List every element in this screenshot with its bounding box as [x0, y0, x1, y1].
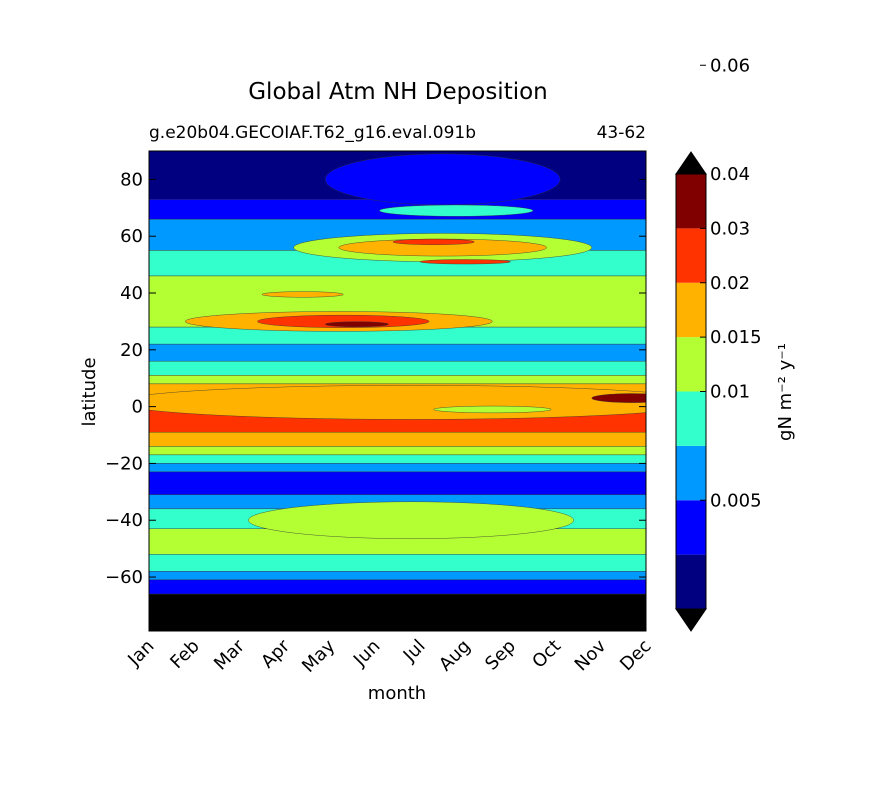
x-tick-label-may: May [298, 635, 339, 676]
contour-band-6 [149, 343, 646, 362]
y-axis: 80 60 40 20 0 −20 −40 −60 [105, 169, 646, 588]
colorbar-label: gN m⁻² y⁻¹ [775, 343, 796, 441]
colorbar-tick-label-4: 0.03 [710, 218, 750, 239]
x-axis: Jan Feb Mar Apr May Jun Jul Aug Sep Oct Nov Dec [123, 624, 656, 677]
colorbar-swatch-6 [676, 228, 706, 283]
y-tick-label-3: 20 [120, 340, 143, 361]
contour-region-5 [419, 259, 511, 265]
y-tick-label-6: −40 [105, 510, 143, 531]
colorbar-tick-label-1: 0.01 [710, 382, 750, 403]
y-tick-label-1: 60 [120, 226, 143, 247]
x-tick-label-oct: Oct [528, 636, 565, 673]
x-tick-label-jul: Jul [399, 636, 430, 667]
plot-area [149, 151, 646, 631]
x-axis-label: month [368, 683, 426, 704]
colorbar-swatch-3 [676, 391, 706, 446]
y-tick-label-5: −20 [105, 453, 143, 474]
colorbar-swatch-4 [676, 337, 706, 392]
x-tick-label-apr: Apr [257, 635, 294, 672]
contour-band-13 [149, 454, 646, 464]
colorbar-swatch-1 [676, 500, 706, 555]
y-tick-label-2: 40 [120, 283, 143, 304]
contour-band-21 [149, 579, 646, 595]
x-tick-label-nov: Nov [571, 635, 611, 675]
contour-band-22 [149, 593, 646, 631]
contour-region-0 [325, 153, 561, 206]
x-tick-label-dec: Dec [616, 636, 655, 675]
contour-region-1 [379, 204, 534, 217]
y-axis-label: latitude [79, 357, 100, 426]
contour-band-12 [149, 446, 646, 456]
contour-region-11 [433, 405, 552, 414]
contour-band-7 [149, 360, 646, 376]
contour-band-20 [149, 571, 646, 581]
chart-subtitle-left: g.e20b04.GECOIAF.T62_g16.eval.091b [149, 123, 476, 143]
contour-region-13 [248, 501, 574, 539]
x-tick-label-mar: Mar [210, 635, 249, 674]
colorbar-extend-top [675, 151, 707, 175]
colorbar-tick-label-0: 0.005 [710, 490, 762, 511]
plot-frame [148, 150, 647, 632]
colorbar-tick-label-6: 0.06 [710, 55, 750, 76]
x-tick-label-jun: Jun [349, 636, 384, 671]
colorbar-tick-label-5: 0.04 [710, 164, 750, 185]
colorbar-swatch-2 [676, 445, 706, 501]
colorbar-swatch-0 [676, 554, 706, 609]
x-tick-label-sep: Sep [481, 636, 520, 675]
contour-region-6 [261, 291, 344, 298]
contour-band-14 [149, 463, 646, 473]
colorbar-swatch-7 [676, 174, 706, 229]
colorbar-extend-bottom [675, 608, 707, 632]
colorbar-tick-label-3: 0.02 [710, 273, 750, 294]
y-tick-label-0: 80 [120, 169, 143, 190]
chart-title: Global Atm NH Deposition [248, 79, 548, 105]
contour-band-15 [149, 471, 646, 495]
x-tick-label-feb: Feb [166, 636, 203, 673]
y-tick-label-7: −60 [105, 567, 143, 588]
contour-band-19 [149, 554, 646, 572]
colorbar: 0.005 0.01 0.015 0.02 0.03 0.04 0.06 [675, 55, 762, 632]
y-tick-label-4: 0 [132, 397, 143, 418]
contour-region-9 [325, 321, 389, 328]
contour-region-4 [392, 238, 475, 245]
chart-subtitle-right: 43-62 [597, 123, 646, 143]
x-tick-label-jan: Jan [123, 636, 158, 671]
contour-band-11 [149, 431, 646, 447]
colorbar-tick-label-2: 0.015 [710, 327, 762, 348]
contour-band-8 [149, 375, 646, 385]
colorbar-swatch-5 [676, 282, 706, 338]
contour-region-12 [591, 393, 646, 403]
x-tick-label-aug: Aug [435, 636, 475, 676]
